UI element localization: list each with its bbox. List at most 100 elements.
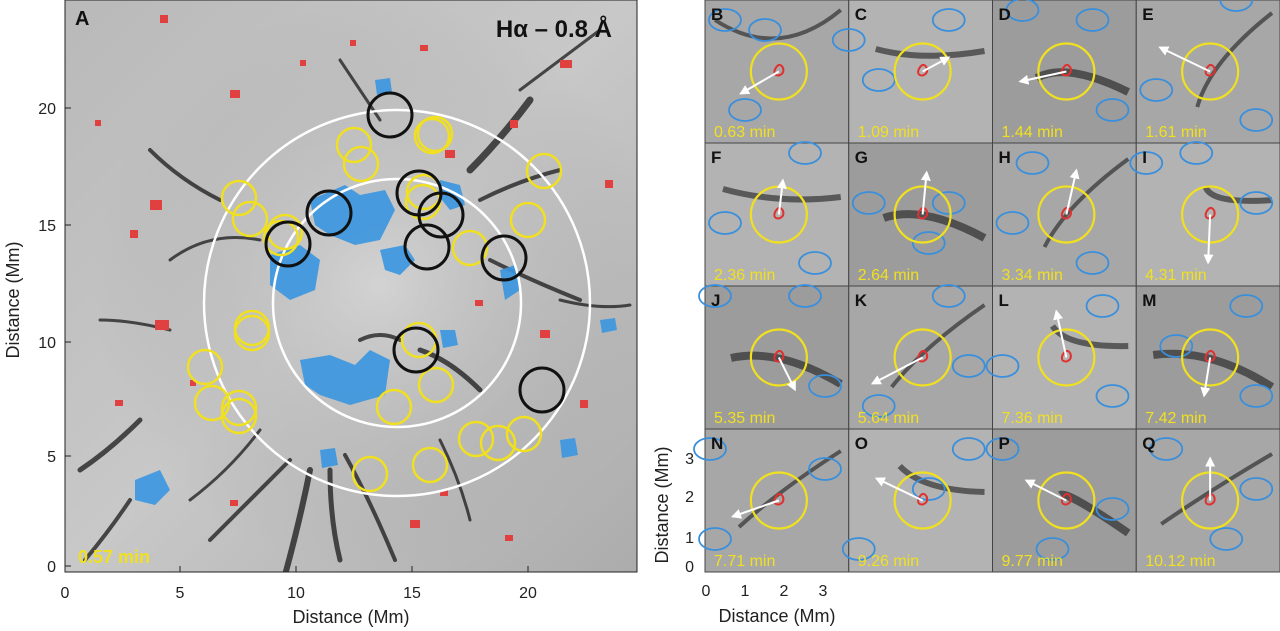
small-panel-time: 5.64 min	[858, 410, 919, 427]
motion-arrow	[1203, 214, 1214, 265]
small-panel-letter: P	[999, 434, 1010, 453]
small-panel-image	[704, 142, 850, 287]
blue-contour	[951, 437, 986, 461]
blue-contour	[1159, 334, 1194, 358]
yellow-circle	[1037, 471, 1096, 530]
black-circle	[366, 91, 414, 139]
main-y-label: Distance (Mm)	[3, 241, 23, 358]
small-panel-letter: L	[999, 291, 1009, 310]
main-y-tick: 5	[47, 449, 56, 466]
blue-contour	[931, 191, 966, 215]
blue-contour	[1179, 141, 1214, 165]
blue-contour	[728, 98, 762, 122]
blue-contour	[698, 527, 732, 551]
inset-x-tick: 0	[702, 583, 711, 600]
small-panel-n: N 7.71 min	[693, 428, 850, 573]
yellow-circle	[220, 397, 258, 435]
small-panel-time: 3.34 min	[1002, 267, 1063, 284]
small-panel-letter: B	[711, 5, 723, 24]
red-contour	[1060, 63, 1072, 77]
small-panel-time: 9.77 min	[1002, 553, 1063, 570]
blue-contour	[1085, 294, 1120, 318]
blue-contour	[985, 354, 1020, 378]
main-panel-time: 0.57 min	[78, 547, 150, 567]
small-panel-letter: C	[855, 5, 867, 24]
small-panel-b: B 0.63 min	[704, 0, 850, 144]
red-contour	[773, 492, 785, 506]
blue-contour	[1035, 537, 1070, 561]
small-panel-time: 4.31 min	[1145, 267, 1206, 284]
motion-arrow	[777, 357, 796, 392]
motion-arrow	[1018, 70, 1067, 85]
small-panel-h: H 3.34 min	[992, 142, 1137, 287]
small-panel-d: D 1.44 min	[992, 0, 1137, 144]
small-panel-letter: O	[855, 434, 868, 453]
red-contour	[1204, 349, 1216, 363]
yellow-circle	[893, 42, 952, 101]
main-y-tick: 15	[38, 218, 56, 235]
small-panel-image	[848, 0, 993, 144]
yellow-circle	[351, 455, 389, 493]
yellow-circle	[893, 328, 952, 387]
blue-contour	[1209, 527, 1244, 551]
blue-contour	[1005, 0, 1040, 22]
yellow-circle	[417, 366, 455, 404]
fibril-streak	[713, 8, 843, 41]
fibril-streak	[737, 449, 842, 529]
blue-contour	[1219, 0, 1254, 12]
main-x-tick: 10	[287, 585, 305, 602]
small-panel-l: L 7.36 min	[985, 285, 1137, 430]
blue-contour	[1149, 437, 1184, 461]
blue-contour	[931, 8, 966, 32]
white-annulus	[202, 108, 592, 498]
yellow-circle	[525, 152, 563, 190]
main-x-tick: 5	[176, 585, 185, 602]
red-contour	[1060, 349, 1072, 363]
yellow-circle	[233, 314, 271, 352]
blue-contour	[1239, 477, 1274, 501]
inset-y-axis: 0 1 2 3 Distance (Mm)	[652, 446, 694, 576]
small-panel-time: 9.26 min	[858, 553, 919, 570]
motion-arrow	[874, 477, 924, 502]
small-panel-image	[992, 285, 1137, 430]
small-panel-letter: K	[855, 291, 868, 310]
black-circles	[264, 91, 566, 414]
yellow-circle	[342, 145, 380, 183]
yellow-circle	[416, 115, 454, 153]
small-panel-letter: M	[1142, 291, 1156, 310]
yellow-circle	[220, 389, 258, 427]
red-contour	[1204, 63, 1216, 77]
fibril-streak	[1202, 184, 1273, 204]
yellow-circle	[1037, 185, 1096, 244]
motion-arrow	[1158, 46, 1211, 73]
main-x-label: Distance (Mm)	[292, 607, 409, 627]
fibril-streak	[882, 210, 987, 242]
small-panels-grid: B 0.63 min C 1.09 min D 1.44 min E 1.61 min F 2.3…	[693, 0, 1280, 573]
yellow-circle	[479, 424, 517, 462]
fibril-streak	[874, 46, 986, 59]
inset-y-tick: 3	[685, 451, 694, 468]
small-panel-e: E 1.61 min	[1135, 0, 1280, 144]
small-panel-time: 0.63 min	[714, 124, 775, 141]
small-panel-c: C 1.09 min	[831, 0, 993, 144]
inset-y-tick: 1	[685, 530, 694, 547]
yellow-circle	[220, 179, 258, 217]
small-panel-time: 1.61 min	[1145, 124, 1206, 141]
main-panel-frame	[64, 0, 638, 573]
motion-arrow	[920, 170, 931, 215]
blue-contour	[861, 394, 896, 418]
blue-contour	[1075, 8, 1110, 32]
small-panel-letter: J	[711, 291, 720, 310]
yellow-circle	[231, 200, 269, 238]
black-circle	[518, 366, 566, 414]
blue-contour	[1095, 384, 1130, 408]
inset-x-axis: 0 1 2 3 Distance (Mm)	[702, 583, 836, 626]
blue-contour	[698, 284, 732, 308]
blue-contour	[1139, 78, 1174, 102]
fibril-streak	[1058, 490, 1131, 537]
blue-contour	[788, 284, 822, 308]
inset-x-tick: 1	[741, 583, 750, 600]
small-panel-time: 1.09 min	[858, 124, 919, 141]
small-panel-letter: Q	[1142, 434, 1155, 453]
